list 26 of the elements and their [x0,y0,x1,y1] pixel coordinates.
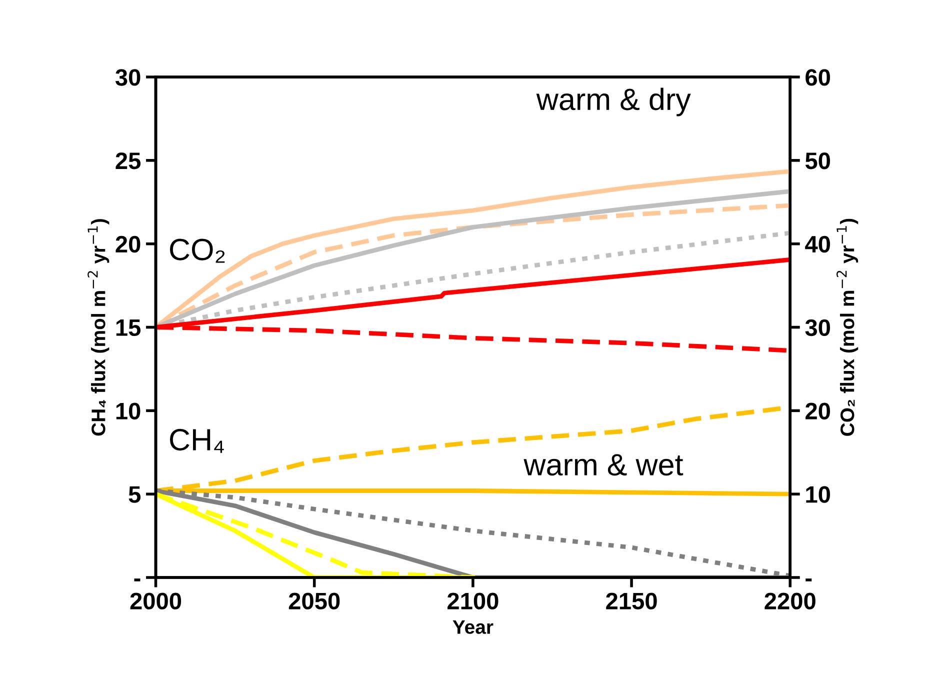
y-tick-label: - [134,578,140,582]
y2-tick-label: - [806,578,812,582]
y-tick-label: 30 [115,69,140,86]
y-tick-label: 25 [116,152,141,170]
y2-tick-label: 30 [805,319,830,336]
y-axis-title: CH₄ flux (mol m$^{−2}$ yr$^{−1}$) [88,219,110,436]
annotation: CO₂ [170,238,225,263]
annotation: warm & wet [524,454,684,476]
y2-tick-label: 10 [806,486,830,503]
y-tick-label: 15 [116,320,141,336]
x-axis-title: Year [452,620,494,634]
x-tick-label: 2100 [448,592,498,610]
x-tick-label: 2200 [764,592,816,610]
x-tick-label: 2150 [606,592,657,610]
y-tick-label: 5 [128,486,141,503]
y2-tick-label: 40 [805,236,830,253]
annotation: CH₄ [170,428,224,453]
x-tick-label: 2000 [130,592,182,610]
annotation: warm & dry [536,88,691,116]
y2-tick-label: 50 [805,152,830,170]
y-tick-label: 10 [116,402,140,420]
y2-tick-label: 60 [806,69,830,86]
y-tick-label: 20 [116,236,140,253]
x-tick-label: 2050 [288,592,340,610]
y2-tick-label: 20 [806,402,830,420]
y2-axis-title: CO₂ flux (mol m$^{−2}$ yr$^{−1}$) [836,218,858,436]
